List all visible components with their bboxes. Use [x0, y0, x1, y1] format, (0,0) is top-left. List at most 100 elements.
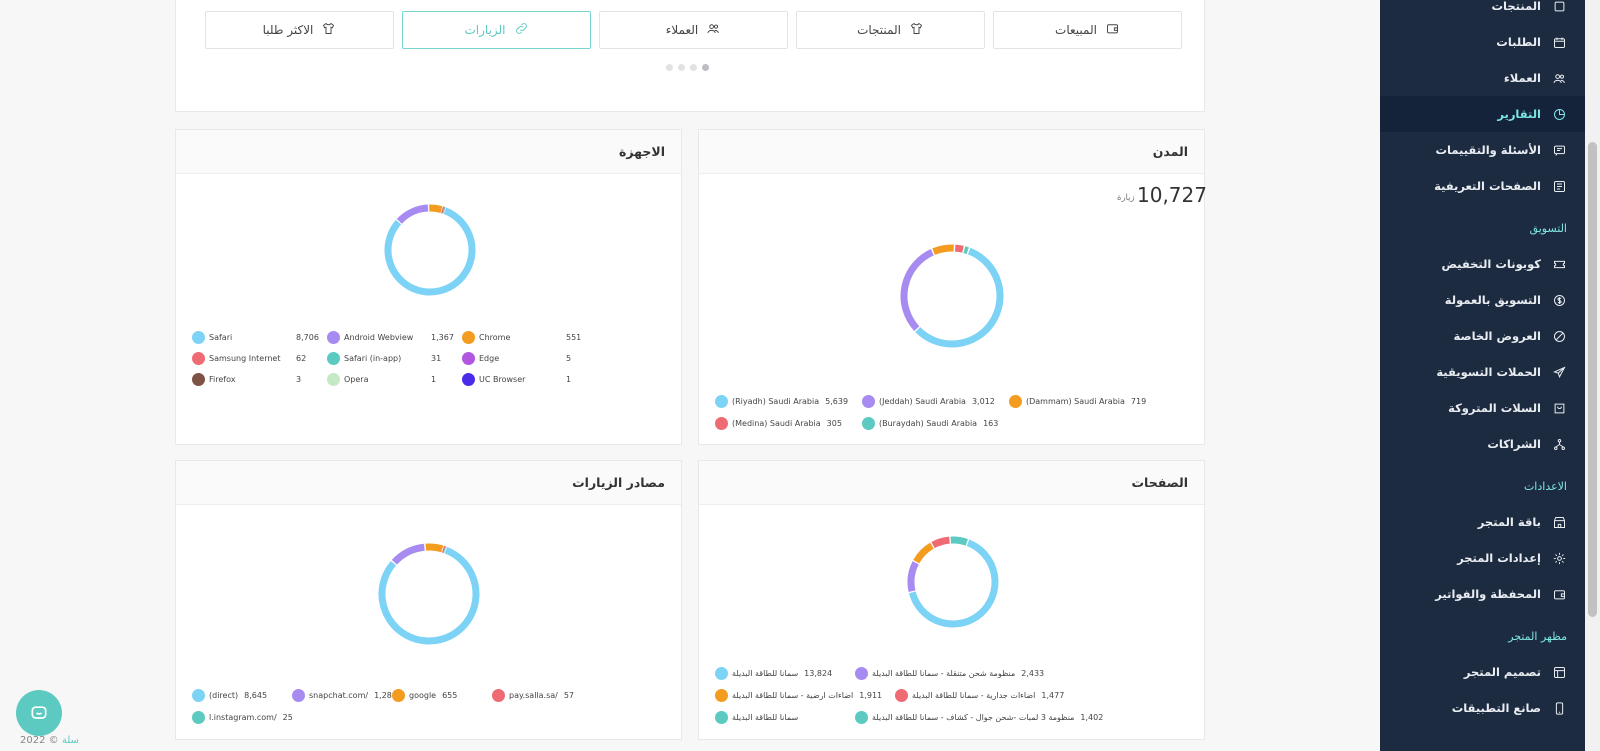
sidebar-item-send[interactable]: الحملات التسويقية — [1380, 354, 1585, 390]
legend-swatch — [192, 710, 205, 724]
sidebar-section-settings: الاعدادات — [1523, 479, 1567, 493]
donut-slice[interactable] — [950, 536, 968, 546]
legend-item[interactable]: اضاءات ارضية - سمانا للطاقة البديلة 1,911 — [715, 688, 882, 702]
shirt-icon — [323, 22, 335, 34]
tab-3[interactable]: العملاء — [599, 11, 788, 49]
legend-item[interactable]: UC Browser 1 — [462, 372, 571, 386]
legend-value: 8,706 — [296, 332, 319, 342]
donut-slice[interactable] — [932, 244, 954, 255]
sidebar-item-slash-circle[interactable]: العروض الخاصة — [1380, 318, 1585, 354]
sidebar-item-label: باقة المتجر — [1477, 515, 1541, 529]
sidebar-item-label: تصميم المتجر — [1463, 665, 1541, 679]
donut-slice[interactable] — [954, 244, 964, 253]
legend-item[interactable]: Safari (in-app) 31 — [327, 351, 441, 365]
carousel-dot-active[interactable] — [702, 64, 709, 71]
sidebar-item-basket[interactable]: السلات المتروكة — [1380, 390, 1585, 426]
donut-slice[interactable] — [908, 539, 999, 628]
legend-value: 305 — [826, 418, 842, 428]
legend-item[interactable]: (direct) 8,645 — [192, 688, 267, 702]
legend-item[interactable]: Samsung Internet 62 — [192, 351, 306, 365]
sources-card-title: مصادر الزيارات — [176, 461, 681, 505]
sidebar-item-label: العملاء — [1503, 71, 1541, 85]
legend-item[interactable]: l.instagram.com/25 — [192, 710, 293, 724]
cities-total-unit: زيارة — [1117, 193, 1135, 203]
wallet-icon — [1107, 24, 1118, 34]
tab-5[interactable]: الاكثر طلبا — [205, 11, 394, 49]
sidebar-item-store[interactable]: باقة المتجر — [1380, 504, 1585, 540]
wallet-icon — [1553, 589, 1565, 599]
carousel-dot[interactable] — [666, 64, 673, 71]
legend-label: Android Webview — [344, 332, 414, 342]
sidebar-item-layout[interactable]: تصميم المتجر — [1380, 654, 1585, 690]
scrollbar-thumb[interactable] — [1588, 142, 1597, 617]
legend-value: 1,402 — [1080, 712, 1104, 722]
sidebar-item-label: الشراكات — [1487, 437, 1541, 451]
sidebar-item-dollar-circle[interactable]: التسويق بالعمولة — [1380, 282, 1585, 318]
donut-slice[interactable] — [913, 542, 934, 564]
carousel-dots — [666, 64, 709, 71]
legend-item[interactable]: pay.salla.sa/57 — [492, 688, 574, 702]
message-icon — [1553, 145, 1565, 156]
legend-item[interactable]: Android Webview 1,367 — [327, 330, 454, 344]
donut-slice[interactable] — [391, 543, 425, 565]
legend-value: 57 — [563, 690, 575, 700]
donut-slice[interactable] — [384, 207, 476, 296]
tab-2[interactable]: المنتجات — [796, 11, 985, 49]
legend-value: 551 — [566, 332, 582, 342]
sidebar-item-message[interactable]: الأسئلة والتقييمات — [1380, 132, 1585, 168]
sidebar-item-label: الطلبات — [1496, 35, 1541, 49]
legend-item[interactable]: Edge 5 — [462, 351, 571, 365]
legend-label: اضاءات ارضية - سمانا للطاقة البديلة — [732, 690, 854, 700]
legend-label: سمانا للطاقة البديلة — [732, 712, 799, 722]
legend-item[interactable]: (Riyadh) Saudi Arabia 5,639 — [715, 394, 848, 408]
sidebar-item-users[interactable]: العملاء — [1380, 60, 1585, 96]
sidebar-item-newspaper[interactable]: الصفحات التعريفية — [1380, 168, 1585, 204]
legend-item[interactable]: (Medina) Saudi Arabia 305 — [715, 416, 842, 430]
legend-value: 1,367 — [431, 332, 454, 342]
donut-slice[interactable] — [378, 546, 480, 645]
tab-1[interactable]: المبيعات — [993, 11, 1182, 49]
legend-item[interactable]: Opera 1 — [327, 372, 436, 386]
sidebar-item-label: المحفظة والفواتير — [1435, 587, 1541, 601]
donut-slice[interactable] — [429, 204, 443, 213]
legend-item[interactable]: Safari 8,706 — [192, 330, 319, 344]
donut-slice[interactable] — [931, 536, 950, 549]
donut-slice[interactable] — [425, 543, 444, 553]
carousel-dot[interactable] — [690, 64, 697, 71]
carousel-dot[interactable] — [678, 64, 685, 71]
legend-item[interactable]: سمانا للطاقة البديلة 13,824 — [715, 666, 832, 680]
legend-item[interactable]: snapchat.com/1,289 — [292, 688, 397, 702]
donut-slice[interactable] — [915, 247, 1004, 348]
sidebar-item-calendar[interactable]: الطلبات — [1380, 24, 1585, 60]
cities-total-visits: 10,727 — [1137, 183, 1207, 207]
legend-item[interactable]: اضاءات جدارية - سمانا للطاقة البديلة 1,47… — [895, 688, 1064, 702]
sidebar-item-box[interactable]: المنتجات — [1380, 0, 1585, 24]
sidebar-item-gear[interactable]: إعدادات المتجر — [1380, 540, 1585, 576]
legend-label: سمانا للطاقة البديلة — [732, 668, 799, 678]
sidebar-item-wallet[interactable]: المحفظة والفواتير — [1380, 576, 1585, 612]
page-scrollbar[interactable] — [1585, 0, 1600, 751]
legend-item[interactable]: منظومة شحن متنقلة - سمانا للطاقة البديلة… — [855, 666, 1044, 680]
sidebar-item-pie-chart[interactable]: التقارير — [1380, 96, 1585, 132]
donut-slice[interactable] — [396, 204, 429, 224]
legend-item[interactable]: سمانا للطاقة البديلة — [715, 710, 804, 724]
legend-item[interactable]: (Buraydah) Saudi Arabia 163 — [862, 416, 998, 430]
tab-4[interactable]: الزيارات — [402, 11, 591, 49]
legend-item[interactable]: منظومة 3 لمبات -شحن جوال - كشاف - سمانا … — [855, 710, 1103, 724]
sidebar-item-phone[interactable]: صانع التطبيقات — [1380, 690, 1585, 726]
legend-item[interactable]: (Dammam) Saudi Arabia 719 — [1009, 394, 1146, 408]
legend-swatch — [327, 351, 340, 365]
legend-item[interactable]: google 655 — [392, 688, 457, 702]
sidebar-item-label: إعدادات المتجر — [1457, 551, 1541, 565]
chat-support-button[interactable] — [16, 690, 62, 736]
donut-slice[interactable] — [907, 561, 919, 592]
legend-item[interactable]: Chrome 551 — [462, 330, 581, 344]
donut-slice[interactable] — [963, 246, 969, 254]
donut-slice[interactable] — [900, 249, 934, 331]
report-tabs-card: المبيعات المنتجات العملاء الزيارات الاكثر طل… — [175, 0, 1205, 112]
sidebar-item-network[interactable]: الشراكات — [1380, 426, 1585, 462]
sidebar-item-ticket[interactable]: كوبونات التخفيض — [1380, 246, 1585, 282]
legend-item[interactable]: (Jeddah) Saudi Arabia 3,012 — [862, 394, 995, 408]
legend-item[interactable]: Firefox 3 — [192, 372, 301, 386]
sidebar-item-label: الحملات التسويقية — [1436, 365, 1541, 379]
